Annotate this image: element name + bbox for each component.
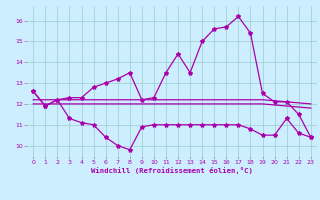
- X-axis label: Windchill (Refroidissement éolien,°C): Windchill (Refroidissement éolien,°C): [91, 167, 253, 174]
